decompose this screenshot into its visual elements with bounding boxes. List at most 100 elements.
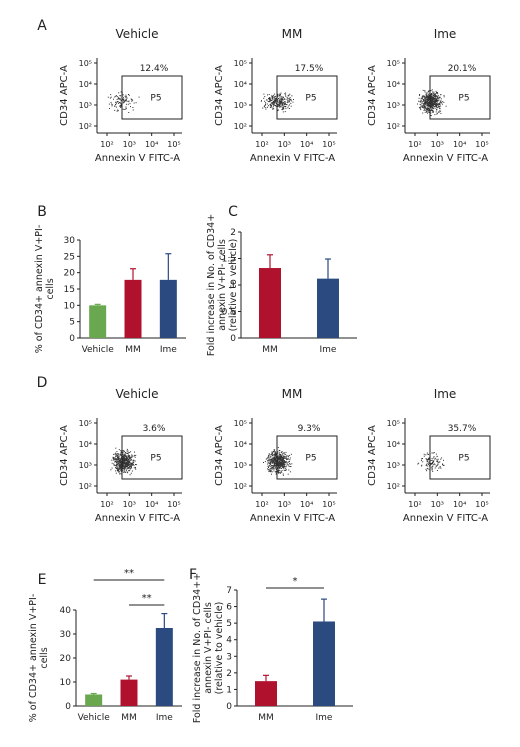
flow-event-dot <box>130 463 132 464</box>
bar-y-tick-label: 6 <box>226 603 232 613</box>
flow-event-dot <box>273 449 275 451</box>
flow-event-dot <box>132 460 134 462</box>
flow-event-dot <box>288 465 290 467</box>
flow-x-tick-label: 10⁵ <box>322 500 335 509</box>
flow-event-dot <box>128 466 130 468</box>
flow-event-dot <box>432 105 434 107</box>
flow-event-dot <box>131 100 133 102</box>
flow-event-dot <box>425 108 427 110</box>
flow-event-dot <box>128 100 130 102</box>
flow-event-dot <box>430 467 432 469</box>
flow-event-dot <box>435 453 437 455</box>
flow-event-dot <box>127 103 129 105</box>
flow-event-dot <box>126 450 128 452</box>
flow-event-dot <box>267 465 269 467</box>
flow-event-dot <box>280 464 282 466</box>
flow-event-dot <box>115 447 117 449</box>
flow-event-dot <box>274 455 276 457</box>
flow-event-dot <box>431 468 433 470</box>
flow-event-dot <box>275 105 277 107</box>
flow-event-dot <box>422 106 424 108</box>
flow-event-dot <box>433 97 435 99</box>
flow-event-dot <box>125 455 127 457</box>
flow-event-dot <box>120 463 121 465</box>
flow-event-dot <box>120 103 122 105</box>
flow-event-dot <box>120 91 122 93</box>
flow-event-dot <box>432 462 433 464</box>
flow-y-tick-label: 10⁵ <box>79 419 92 428</box>
flow-event-dot <box>130 457 131 459</box>
flow-event-dot <box>289 98 291 100</box>
flow-event-dot <box>431 106 433 108</box>
flow-event-dot <box>278 98 279 99</box>
flow-event-dot <box>426 95 427 97</box>
flow-event-dot <box>123 456 125 458</box>
flow-event-dot <box>419 94 420 96</box>
flow-event-dot <box>433 94 435 96</box>
flow-event-dot <box>283 459 285 461</box>
flow-event-dot <box>425 94 427 96</box>
flow-event-dot <box>420 97 422 99</box>
bar <box>124 279 142 338</box>
flow-event-dot <box>123 460 125 462</box>
flow-event-dot <box>111 462 113 464</box>
flow-y-tick-label: 10⁴ <box>79 440 92 449</box>
flow-event-dot <box>437 106 439 108</box>
flow-event-dot <box>130 472 132 474</box>
flow-event-dot <box>270 461 271 463</box>
flow-event-dot <box>125 106 127 108</box>
flow-event-dot <box>133 102 135 104</box>
flow-event-dot <box>282 452 284 454</box>
flow-event-dot <box>124 469 126 471</box>
flow-event-dot <box>268 453 270 455</box>
flow-event-dot <box>277 462 279 463</box>
flow-event-dot <box>430 95 432 97</box>
flow-event-dot <box>289 457 291 459</box>
flow-event-dot <box>279 460 281 462</box>
flow-event-dot <box>120 104 122 106</box>
flow-event-dot <box>134 460 136 462</box>
flow-event-dot <box>130 462 132 464</box>
flow-event-dot <box>267 94 268 96</box>
gate-box <box>276 75 338 120</box>
flow-ylabel: CD34 APC-A <box>214 65 225 126</box>
bar-y-tick-label: 3 <box>226 652 232 662</box>
bar-y-tick-label: 0 <box>65 702 71 712</box>
flow-event-dot <box>113 453 115 455</box>
flow-event-dot <box>125 460 126 462</box>
flow-event-dot <box>285 462 287 463</box>
flow-event-dot <box>129 470 131 472</box>
flow-event-dot <box>430 99 432 101</box>
flow-event-dot <box>113 98 114 100</box>
flow-event-dot <box>282 474 284 476</box>
bar-category-label: Ime <box>316 713 333 723</box>
flow-event-dot <box>274 101 276 103</box>
flow-event-dot <box>127 450 129 452</box>
flow-event-dot <box>277 110 279 111</box>
flow-event-dot <box>431 467 433 469</box>
flow-event-dot <box>124 465 125 467</box>
flow-y-tick-label: 10⁵ <box>79 59 92 68</box>
flow-event-dot <box>119 473 121 475</box>
flow-event-dot <box>127 463 129 465</box>
flow-event-dot <box>264 100 266 102</box>
flow-y-tick-label: 10³ <box>234 461 247 470</box>
flow-event-dot <box>113 464 115 466</box>
flow-x-tick-label: 10² <box>100 140 113 149</box>
flow-event-dot <box>438 461 440 463</box>
flow-event-dot <box>434 94 436 96</box>
flow-event-dot <box>425 102 427 104</box>
flow-event-dot <box>268 94 270 95</box>
gate-percentage: 9.3% <box>298 424 321 434</box>
flow-event-dot <box>116 98 118 100</box>
flow-event-dot <box>430 96 432 98</box>
flow-event-dot <box>278 449 280 451</box>
flow-y-tick-label: 10⁵ <box>387 419 400 428</box>
flow-event-dot <box>422 103 424 105</box>
flow-event-dot <box>436 109 438 111</box>
flow-y-tick-label: 10² <box>79 482 92 491</box>
flow-event-dot <box>288 108 290 109</box>
flow-event-dot <box>286 100 288 102</box>
flow-event-dot <box>287 473 289 475</box>
flow-event-dot <box>279 103 281 105</box>
